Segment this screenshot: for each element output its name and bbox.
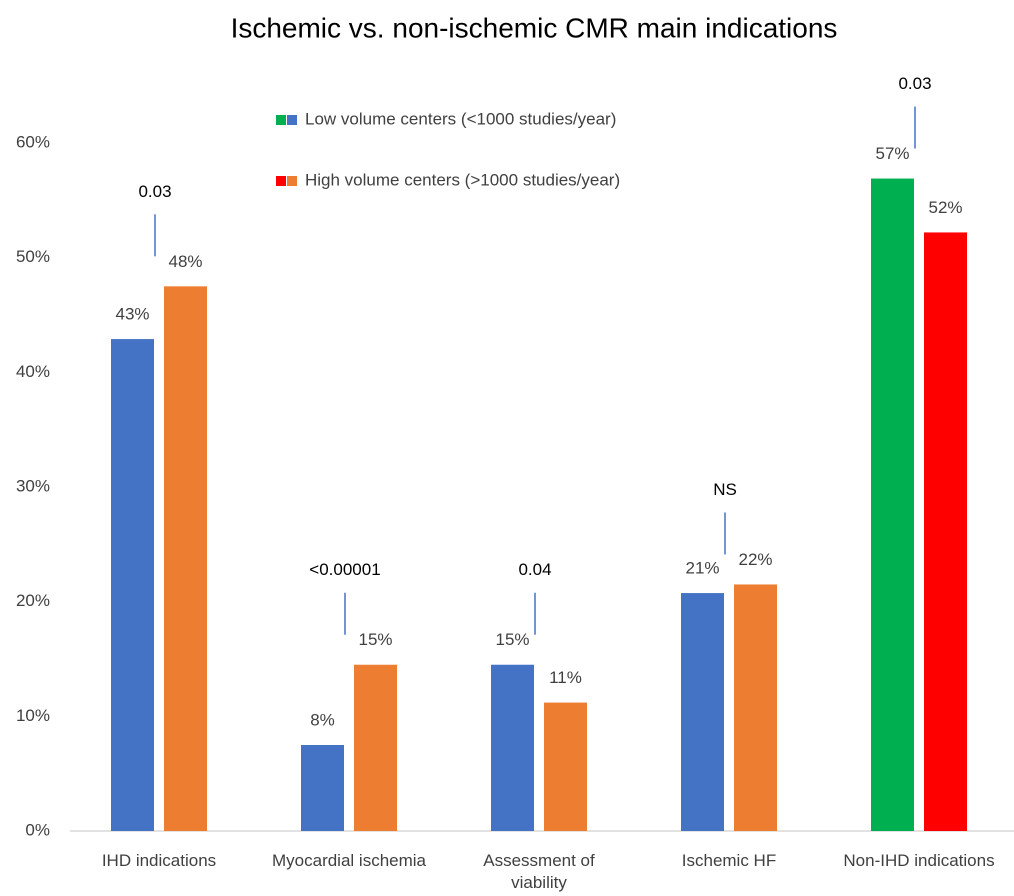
bar: [681, 593, 724, 831]
value-label: 52%: [928, 198, 962, 217]
p-value: NS: [713, 480, 737, 499]
legend-label: High volume centers (>1000 studies/year): [305, 170, 620, 189]
x-tick-label: Non-IHD indications: [843, 851, 995, 870]
value-label: 11%: [549, 668, 582, 687]
value-label: 48%: [168, 252, 202, 271]
p-value: <0.00001: [309, 560, 380, 579]
y-tick-label: 50%: [16, 247, 50, 266]
p-value: 0.03: [138, 182, 171, 201]
y-tick-label: 30%: [16, 476, 50, 495]
bar: [734, 584, 777, 831]
legend-swatch: [276, 176, 286, 186]
y-tick-label: 0%: [25, 820, 50, 839]
x-tick-label: Myocardial ischemia: [272, 851, 426, 870]
bar: [301, 745, 344, 831]
value-label: 22%: [738, 550, 772, 569]
legend-label: Low volume centers (<1000 studies/year): [305, 109, 616, 128]
x-tick-label: Ischemic HF: [681, 851, 777, 870]
x-tick-label: IHD indications: [101, 851, 217, 870]
p-value: 0.03: [898, 74, 931, 93]
x-tick-label: Assessment of viability: [483, 851, 595, 892]
y-tick-label: 60%: [16, 132, 50, 151]
legend-swatch: [287, 176, 297, 186]
bar: [871, 178, 914, 832]
chart-title: Ischemic vs. non-ischemic CMR main indic…: [231, 12, 838, 43]
y-tick-label: 10%: [16, 706, 50, 725]
y-tick-label: 40%: [16, 362, 50, 381]
value-label: 57%: [875, 144, 909, 163]
value-label: 15%: [495, 630, 529, 649]
value-label: 15%: [358, 630, 392, 649]
p-value: 0.04: [518, 560, 551, 579]
legend-swatch: [287, 115, 297, 125]
bar: [164, 286, 207, 831]
bar: [491, 664, 534, 831]
value-label: 43%: [115, 305, 149, 324]
value-label: 21%: [685, 559, 719, 578]
y-tick-label: 20%: [16, 591, 50, 610]
value-label: 8%: [310, 710, 335, 729]
bar: [544, 702, 587, 831]
legend-swatch: [276, 115, 286, 125]
bar: [924, 232, 967, 831]
bar: [354, 664, 397, 831]
bar: [111, 339, 154, 831]
